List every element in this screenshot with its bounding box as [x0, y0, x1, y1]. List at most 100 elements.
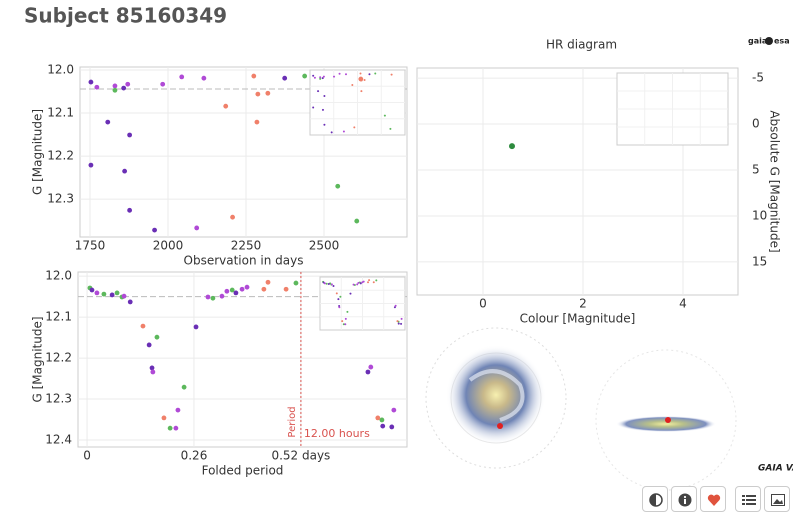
- inset-point: [362, 280, 365, 283]
- data-point: [193, 324, 199, 330]
- x-axis-label: Observation in days: [184, 254, 304, 268]
- data-point: [114, 290, 120, 296]
- inset-point: [383, 114, 386, 117]
- data-point: [194, 225, 200, 231]
- inset-point: [313, 76, 316, 79]
- data-point: [261, 286, 267, 292]
- inset-point: [327, 282, 330, 285]
- y-tick-label: -5: [752, 71, 764, 85]
- inset-point: [360, 90, 363, 93]
- inset-point: [323, 123, 326, 126]
- inset-point: [346, 310, 349, 313]
- y-tick-label: 5: [752, 163, 760, 177]
- inset-point: [344, 323, 347, 326]
- inset-point: [321, 108, 324, 111]
- y-tick-label: 12.3: [47, 192, 74, 206]
- x-tick-label: 2000: [153, 239, 184, 253]
- data-point: [150, 369, 156, 375]
- inset-point: [338, 306, 341, 309]
- inset-point: [359, 282, 362, 285]
- inset-point: [394, 304, 397, 307]
- x-tick-label: 0: [479, 297, 487, 311]
- y-tick-label: 12.0: [47, 63, 74, 77]
- inset-point: [337, 298, 340, 301]
- data-point: [239, 286, 245, 292]
- y-tick-label: 12.1: [47, 106, 74, 120]
- inset-point: [359, 72, 362, 75]
- y-tick-label: 10: [752, 208, 767, 222]
- inset-point: [351, 83, 354, 86]
- chart-title: HR diagram: [546, 38, 617, 52]
- galaxy-top-view: [425, 327, 567, 469]
- period-label: Period: [287, 406, 298, 437]
- data-point: [109, 292, 115, 298]
- inset-point: [375, 279, 378, 282]
- inset-point: [367, 281, 370, 284]
- inset-point: [344, 73, 347, 76]
- data-point: [179, 74, 185, 80]
- data-point: [121, 293, 127, 299]
- inset-point: [357, 281, 360, 284]
- data-point: [233, 290, 239, 296]
- inset-point: [321, 77, 324, 80]
- data-point: [127, 132, 133, 138]
- data-point: [365, 369, 371, 375]
- data-point: [105, 119, 111, 125]
- inset-point: [353, 126, 356, 129]
- data-point: [389, 424, 395, 430]
- collections-button[interactable]: [735, 486, 761, 512]
- inset-point: [338, 72, 341, 75]
- favorite-button[interactable]: [700, 486, 726, 512]
- info-button[interactable]: [671, 486, 697, 512]
- data-point: [89, 287, 95, 293]
- data-point: [210, 295, 216, 301]
- data-point: [152, 227, 157, 233]
- inset-point: [319, 77, 322, 80]
- data-point: [122, 168, 128, 174]
- inset-point: [323, 282, 326, 285]
- data-point: [244, 284, 250, 290]
- inset-point: [390, 73, 393, 76]
- data-point: [167, 425, 173, 431]
- data-point: [181, 384, 187, 390]
- logo-gaia: gaia: [748, 37, 767, 46]
- y-tick-label: 15: [752, 254, 767, 268]
- x-tick-label: 2500: [309, 239, 340, 253]
- inset-point: [363, 79, 366, 82]
- inset-point: [330, 283, 333, 286]
- inset-point: [333, 75, 336, 78]
- inset-point: [349, 292, 352, 295]
- data-point: [265, 279, 271, 285]
- contrast-button[interactable]: [642, 486, 668, 512]
- x-tick-label: 0.52 days: [271, 449, 330, 463]
- inset-point: [319, 76, 322, 79]
- x-tick-label: 2250: [231, 239, 262, 253]
- inset-point: [393, 306, 396, 309]
- inset-point: [339, 295, 342, 298]
- data-point: [293, 280, 299, 286]
- data-point: [358, 76, 364, 82]
- data-point: [149, 365, 155, 371]
- inset-point: [325, 282, 328, 285]
- y-axis-label: G [Magnitude]: [31, 109, 45, 195]
- y-axis-label: Absolute G [Magnitude]: [768, 110, 782, 252]
- data-point: [251, 73, 257, 79]
- inset-point: [330, 131, 333, 134]
- logo-dot: [765, 37, 773, 45]
- data-point: [88, 162, 94, 168]
- data-point: [282, 75, 288, 81]
- data-point: [94, 84, 100, 90]
- x-axis-label: Colour [Magnitude]: [520, 312, 636, 326]
- inset-point: [335, 292, 338, 295]
- data-point: [146, 342, 152, 348]
- period-value: 12.00 hours: [304, 427, 370, 440]
- inset-point: [312, 74, 315, 77]
- image-button[interactable]: [764, 486, 790, 512]
- data-point: [88, 79, 94, 85]
- inset-point: [356, 283, 359, 286]
- y-tick-label: 12.2: [45, 351, 72, 365]
- y-tick-label: 12.0: [45, 269, 72, 283]
- data-point: [223, 103, 229, 109]
